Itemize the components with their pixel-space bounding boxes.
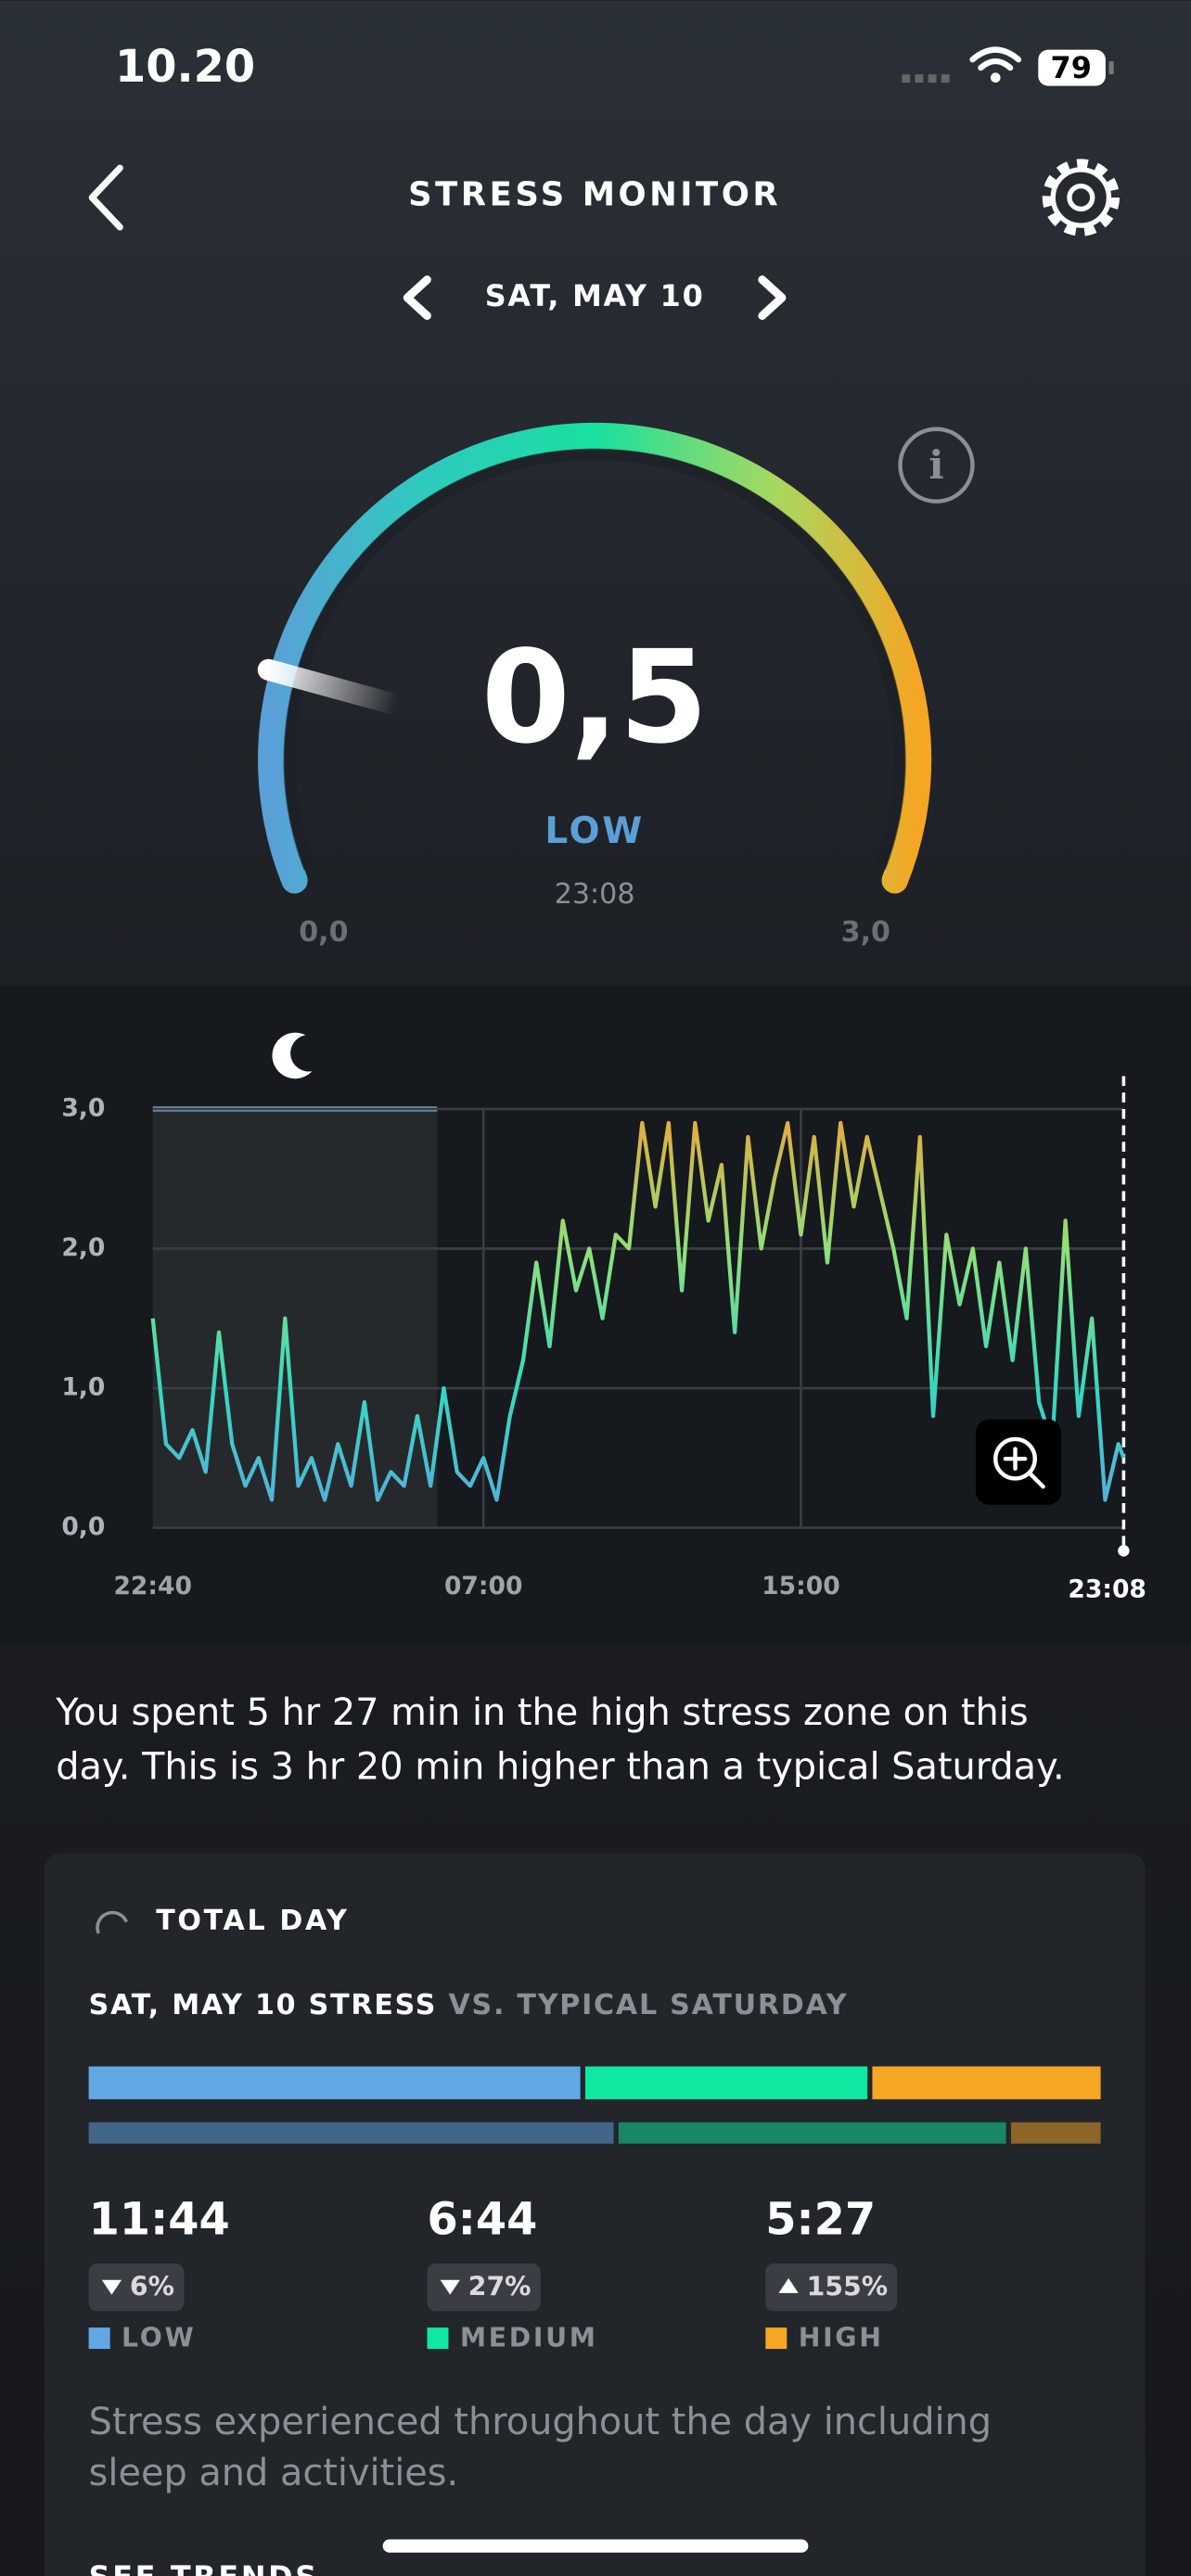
home-indicator xyxy=(382,2539,809,2553)
x-tick-label: 07:00 xyxy=(444,1572,523,1600)
info-glyph: i xyxy=(928,442,943,489)
gear-body xyxy=(1050,167,1112,228)
arrow-down xyxy=(440,2279,460,2295)
heading: SAT, MAY 10 STRESS xyxy=(89,1988,438,2021)
wifi-icon xyxy=(969,46,1022,71)
gauge-max: 3,0 xyxy=(841,916,890,949)
gauge-min: 0,0 xyxy=(299,916,348,949)
stress-time: 23:08 xyxy=(555,878,635,911)
settings-button[interactable] xyxy=(1042,159,1120,236)
y-tick-label: 3,0 xyxy=(61,1093,105,1122)
today-bar xyxy=(872,2066,1101,2099)
zoom-bg xyxy=(975,1419,1062,1505)
sleep-icon xyxy=(272,1032,313,1079)
change-pill xyxy=(765,2263,897,2312)
legend-label: HIGH xyxy=(799,2322,884,2353)
stress-line xyxy=(150,1120,1126,1502)
battery-tip xyxy=(1108,61,1114,75)
today-bar xyxy=(584,2066,868,2099)
note-line: sleep and activities. xyxy=(89,2452,459,2494)
zone-change: 6% xyxy=(130,2272,174,2302)
card-icon xyxy=(96,1910,129,1934)
previous-day[interactable] xyxy=(403,275,431,320)
gauge xyxy=(257,422,932,894)
date: SAT, MAY 10 xyxy=(485,278,705,313)
summary-line: You spent 5 hr 27 min in the high stress… xyxy=(55,1691,1028,1734)
card xyxy=(44,1853,1146,2576)
battery xyxy=(1038,49,1106,86)
info-button[interactable]: i xyxy=(898,427,975,504)
x-tick-label: 15:00 xyxy=(762,1572,840,1600)
page-title: STRESS MONITOR xyxy=(408,175,781,213)
zoom-lens xyxy=(993,1436,1037,1481)
typical-bar xyxy=(88,2122,614,2144)
gear-hole xyxy=(1067,183,1095,212)
info-circle xyxy=(898,427,975,504)
clock: 10.20 xyxy=(115,42,255,93)
wifi-dot xyxy=(990,72,1001,83)
legend-swatch xyxy=(427,2327,449,2350)
comparison: VS. TYPICAL SATURDAY xyxy=(448,1988,848,2021)
x-tick-label: 22:40 xyxy=(113,1572,192,1600)
zoom-plus xyxy=(1003,1447,1045,1489)
see-trends[interactable]: SEE TRENDS xyxy=(89,2559,319,2576)
note-line: Stress experienced throughout the day in… xyxy=(89,2401,992,2443)
signal xyxy=(902,74,950,83)
zone-duration: 6:44 xyxy=(427,2195,537,2246)
legend-label: MEDIUM xyxy=(460,2322,598,2353)
arrow-down xyxy=(101,2279,122,2295)
summary-line: day. This is 3 hr 20 min higher than a t… xyxy=(56,1745,1064,1788)
typical-bar xyxy=(1010,2122,1101,2144)
zone-duration: 11:44 xyxy=(89,2195,230,2246)
current-time-dot xyxy=(1118,1545,1130,1557)
x-tick-label: 23:08 xyxy=(1068,1575,1146,1603)
legend-label: LOW xyxy=(122,2322,196,2353)
legend-swatch xyxy=(88,2327,110,2350)
y-tick-label: 1,0 xyxy=(61,1373,105,1402)
stress-value: 0,5 xyxy=(481,623,709,772)
legend-swatch xyxy=(765,2327,788,2350)
battery-level: 79 xyxy=(1051,50,1092,85)
y-tick-label: 2,0 xyxy=(61,1233,105,1262)
back-button[interactable] xyxy=(88,164,123,231)
zoom-button[interactable] xyxy=(975,1419,1062,1505)
stress-chart: 0,0 1,0 2,0 3,0 22:40 07:00 15:00 23:08 xyxy=(61,1076,1146,1603)
typical-bar xyxy=(618,2122,1006,2144)
gauge-needle xyxy=(257,658,408,716)
zone-change: 27% xyxy=(468,2272,531,2302)
arrow-up xyxy=(778,2277,799,2293)
stress-level: LOW xyxy=(544,810,644,852)
change-pill xyxy=(88,2263,185,2312)
y-tick-label: 0,0 xyxy=(61,1512,105,1541)
next-day[interactable] xyxy=(758,275,787,320)
today-bar xyxy=(88,2066,581,2099)
card-heading: SAT, MAY 10 STRESS VS. TYPICAL SATURDAY xyxy=(89,1988,849,2021)
change-pill xyxy=(427,2263,541,2312)
card-title: TOTAL DAY xyxy=(156,1905,349,1937)
zones: 11:44 6% LOW 6:44 27% MEDIUM 5:27 155% HIGH xyxy=(88,2066,1101,2353)
zone-duration: 5:27 xyxy=(765,2195,876,2246)
zone-change: 155% xyxy=(807,2272,889,2302)
